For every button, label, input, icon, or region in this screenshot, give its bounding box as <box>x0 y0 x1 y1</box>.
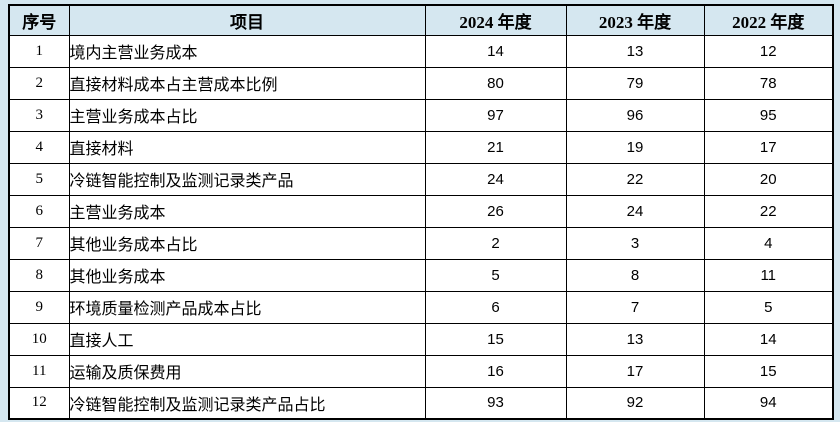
value-2023-cell: 3 <box>565 226 705 260</box>
item-cell: 直接人工 <box>68 322 426 356</box>
value-2022-cell: 22 <box>703 194 834 228</box>
table-row: 10 直接人工 15 13 14 <box>8 322 834 356</box>
item-cell: 环境质量检测产品成本占比 <box>68 290 426 324</box>
value-2023-cell: 92 <box>565 386 705 420</box>
column-header-no: 序号 <box>8 4 70 36</box>
value-2024-cell: 16 <box>424 354 567 388</box>
cost-table: 序号 项目 2024 年度 2023 年度 2022 年度 1 境内主营业务成本… <box>8 4 834 420</box>
value-2023-cell: 79 <box>565 66 705 100</box>
value-2022-cell: 5 <box>703 290 834 324</box>
value-2022-cell: 15 <box>703 354 834 388</box>
value-2022-cell: 78 <box>703 66 834 100</box>
value-2024-cell: 21 <box>424 130 567 164</box>
value-2022-cell: 20 <box>703 162 834 196</box>
value-2023-cell: 8 <box>565 258 705 292</box>
value-2024-cell: 26 <box>424 194 567 228</box>
item-cell: 冷链智能控制及监测记录类产品 <box>68 162 426 196</box>
value-2022-cell: 11 <box>703 258 834 292</box>
value-2024-cell: 14 <box>424 34 567 68</box>
value-2022-cell: 4 <box>703 226 834 260</box>
table-row: 6 主营业务成本 26 24 22 <box>8 194 834 228</box>
item-cell: 其他业务成本 <box>68 258 426 292</box>
table-row: 9 环境质量检测产品成本占比 6 7 5 <box>8 290 834 324</box>
value-2022-cell: 17 <box>703 130 834 164</box>
row-number-cell: 1 <box>8 34 70 68</box>
value-2024-cell: 15 <box>424 322 567 356</box>
table-row: 5 冷链智能控制及监测记录类产品 24 22 20 <box>8 162 834 196</box>
row-number-cell: 6 <box>8 194 70 228</box>
table-row: 4 直接材料 21 19 17 <box>8 130 834 164</box>
row-number-cell: 11 <box>8 354 70 388</box>
value-2024-cell: 5 <box>424 258 567 292</box>
item-cell: 运输及质保费用 <box>68 354 426 388</box>
value-2022-cell: 12 <box>703 34 834 68</box>
value-2023-cell: 19 <box>565 130 705 164</box>
table-row: 8 其他业务成本 5 8 11 <box>8 258 834 292</box>
cost-table-container: 序号 项目 2024 年度 2023 年度 2022 年度 1 境内主营业务成本… <box>8 4 834 420</box>
table-row: 11 运输及质保费用 16 17 15 <box>8 354 834 388</box>
value-2023-cell: 24 <box>565 194 705 228</box>
value-2023-cell: 22 <box>565 162 705 196</box>
value-2024-cell: 6 <box>424 290 567 324</box>
value-2022-cell: 14 <box>703 322 834 356</box>
value-2023-cell: 17 <box>565 354 705 388</box>
value-2024-cell: 2 <box>424 226 567 260</box>
item-cell: 冷链智能控制及监测记录类产品占比 <box>68 386 426 420</box>
header-row: 序号 项目 2024 年度 2023 年度 2022 年度 <box>8 4 834 36</box>
value-2023-cell: 13 <box>565 322 705 356</box>
row-number-cell: 2 <box>8 66 70 100</box>
column-header-2022: 2022 年度 <box>703 4 834 36</box>
item-cell: 境内主营业务成本 <box>68 34 426 68</box>
row-number-cell: 7 <box>8 226 70 260</box>
row-number-cell: 4 <box>8 130 70 164</box>
row-number-cell: 3 <box>8 98 70 132</box>
value-2022-cell: 95 <box>703 98 834 132</box>
row-number-cell: 8 <box>8 258 70 292</box>
column-header-2024: 2024 年度 <box>424 4 567 36</box>
item-cell: 直接材料成本占主营成本比例 <box>68 66 426 100</box>
value-2023-cell: 96 <box>565 98 705 132</box>
item-cell: 主营业务成本 <box>68 194 426 228</box>
column-header-item: 项目 <box>68 4 426 36</box>
value-2023-cell: 13 <box>565 34 705 68</box>
row-number-cell: 5 <box>8 162 70 196</box>
item-cell: 直接材料 <box>68 130 426 164</box>
value-2024-cell: 97 <box>424 98 567 132</box>
row-number-cell: 12 <box>8 386 70 420</box>
table-row: 1 境内主营业务成本 14 13 12 <box>8 34 834 68</box>
value-2024-cell: 93 <box>424 386 567 420</box>
table-row: 3 主营业务成本占比 97 96 95 <box>8 98 834 132</box>
value-2022-cell: 94 <box>703 386 834 420</box>
table-row: 12 冷链智能控制及监测记录类产品占比 93 92 94 <box>8 386 834 420</box>
item-cell: 其他业务成本占比 <box>68 226 426 260</box>
value-2023-cell: 7 <box>565 290 705 324</box>
row-number-cell: 9 <box>8 290 70 324</box>
value-2024-cell: 24 <box>424 162 567 196</box>
row-number-cell: 10 <box>8 322 70 356</box>
column-header-2023: 2023 年度 <box>565 4 705 36</box>
table-row: 7 其他业务成本占比 2 3 4 <box>8 226 834 260</box>
value-2024-cell: 80 <box>424 66 567 100</box>
item-cell: 主营业务成本占比 <box>68 98 426 132</box>
table-row: 2 直接材料成本占主营成本比例 80 79 78 <box>8 66 834 100</box>
